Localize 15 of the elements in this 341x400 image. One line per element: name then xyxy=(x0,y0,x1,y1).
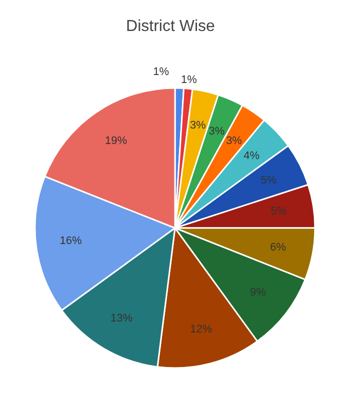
data-label: 5% xyxy=(260,174,277,186)
data-label: 12% xyxy=(190,324,212,336)
data-label: 3% xyxy=(226,135,242,148)
data-label: 16% xyxy=(60,235,82,248)
data-label: 5% xyxy=(270,206,287,218)
data-label: 19% xyxy=(104,135,128,148)
data-label: 13% xyxy=(110,312,133,324)
data-label: 6% xyxy=(270,242,286,254)
data-label: 1% xyxy=(181,74,198,86)
data-label: 1% xyxy=(153,66,170,78)
data-label: 9% xyxy=(250,286,266,298)
data-label: 3% xyxy=(208,126,225,138)
data-label: 3% xyxy=(190,120,206,132)
data-label: 4% xyxy=(244,150,260,162)
chart-title: District Wise xyxy=(125,17,216,37)
